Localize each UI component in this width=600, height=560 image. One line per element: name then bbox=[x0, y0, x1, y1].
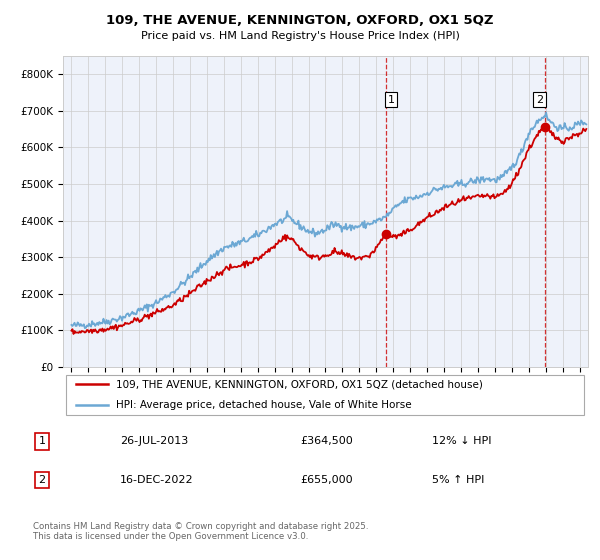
Text: Contains HM Land Registry data © Crown copyright and database right 2025.
This d: Contains HM Land Registry data © Crown c… bbox=[33, 522, 368, 542]
Text: 26-JUL-2013: 26-JUL-2013 bbox=[120, 436, 188, 446]
Text: 109, THE AVENUE, KENNINGTON, OXFORD, OX1 5QZ (detached house): 109, THE AVENUE, KENNINGTON, OXFORD, OX1… bbox=[115, 380, 482, 390]
Text: £655,000: £655,000 bbox=[300, 475, 353, 485]
Text: HPI: Average price, detached house, Vale of White Horse: HPI: Average price, detached house, Vale… bbox=[115, 400, 411, 410]
FancyBboxPatch shape bbox=[65, 375, 584, 415]
Text: 12% ↓ HPI: 12% ↓ HPI bbox=[432, 436, 491, 446]
Text: 2: 2 bbox=[536, 95, 543, 105]
Text: 5% ↑ HPI: 5% ↑ HPI bbox=[432, 475, 484, 485]
Text: 2: 2 bbox=[38, 475, 46, 485]
Text: 1: 1 bbox=[38, 436, 46, 446]
Text: Price paid vs. HM Land Registry's House Price Index (HPI): Price paid vs. HM Land Registry's House … bbox=[140, 31, 460, 41]
Text: £364,500: £364,500 bbox=[300, 436, 353, 446]
Text: 16-DEC-2022: 16-DEC-2022 bbox=[120, 475, 194, 485]
Text: 1: 1 bbox=[388, 95, 395, 105]
Text: 109, THE AVENUE, KENNINGTON, OXFORD, OX1 5QZ: 109, THE AVENUE, KENNINGTON, OXFORD, OX1… bbox=[106, 14, 494, 27]
